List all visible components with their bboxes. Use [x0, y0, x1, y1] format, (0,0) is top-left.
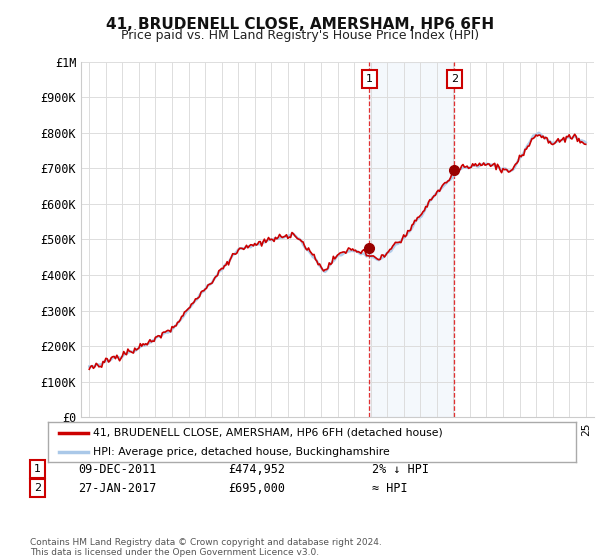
Text: 27-JAN-2017: 27-JAN-2017 — [78, 482, 157, 495]
Text: ≈ HPI: ≈ HPI — [372, 482, 407, 495]
Text: Price paid vs. HM Land Registry's House Price Index (HPI): Price paid vs. HM Land Registry's House … — [121, 29, 479, 42]
Text: £695,000: £695,000 — [228, 482, 285, 495]
Text: 1: 1 — [366, 74, 373, 85]
Text: 1: 1 — [34, 464, 41, 474]
Text: 09-DEC-2011: 09-DEC-2011 — [78, 463, 157, 476]
Text: £474,952: £474,952 — [228, 463, 285, 476]
Bar — [370, 62, 454, 417]
Text: 2: 2 — [34, 483, 41, 493]
Text: HPI: Average price, detached house, Buckinghamshire: HPI: Average price, detached house, Buck… — [93, 447, 389, 457]
Text: 41, BRUDENELL CLOSE, AMERSHAM, HP6 6FH (detached house): 41, BRUDENELL CLOSE, AMERSHAM, HP6 6FH (… — [93, 428, 443, 438]
Text: 41, BRUDENELL CLOSE, AMERSHAM, HP6 6FH: 41, BRUDENELL CLOSE, AMERSHAM, HP6 6FH — [106, 17, 494, 32]
Text: 2: 2 — [451, 74, 458, 85]
Text: 2% ↓ HPI: 2% ↓ HPI — [372, 463, 429, 476]
Text: Contains HM Land Registry data © Crown copyright and database right 2024.
This d: Contains HM Land Registry data © Crown c… — [30, 538, 382, 557]
